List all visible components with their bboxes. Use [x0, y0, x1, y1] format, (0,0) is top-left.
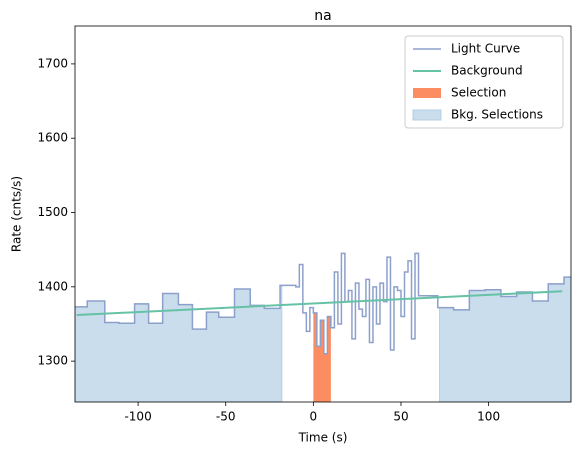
legend-label: Background: [451, 64, 523, 78]
legend-swatch: [413, 88, 441, 98]
selection: [313, 312, 331, 402]
y-tick-label: 1600: [37, 131, 68, 145]
x-tick-label: -50: [216, 410, 236, 424]
y-tick-label: 1400: [37, 279, 68, 293]
x-tick-label: -100: [124, 410, 151, 424]
legend-label: Selection: [451, 86, 506, 100]
background-line: [76, 290, 563, 317]
legend-label: Bkg. Selections: [451, 108, 543, 122]
legend-label: Light Curve: [451, 42, 520, 56]
y-axis-label: Rate (cnts/s): [10, 176, 24, 252]
y-tick-label: 1700: [37, 56, 68, 70]
legend-swatch: [412, 109, 442, 121]
plot-frame: [74, 25, 572, 403]
light-curve: [75, 252, 571, 355]
chart-title: na: [314, 8, 331, 24]
x-tick-label: 50: [393, 410, 408, 424]
axes: -100 -50 0 50 100 1300 1400 1500 1600 1700 Light C…: [37, 25, 572, 424]
x-tick-label: 0: [310, 410, 318, 424]
y-tick-label: 1500: [37, 205, 68, 219]
y-tick-label: 1300: [37, 354, 68, 368]
x-axis-label: Time (s): [298, 431, 348, 445]
x-tick-label: 100: [477, 410, 500, 424]
legend-box: [404, 35, 564, 129]
plot-area: [75, 252, 571, 402]
